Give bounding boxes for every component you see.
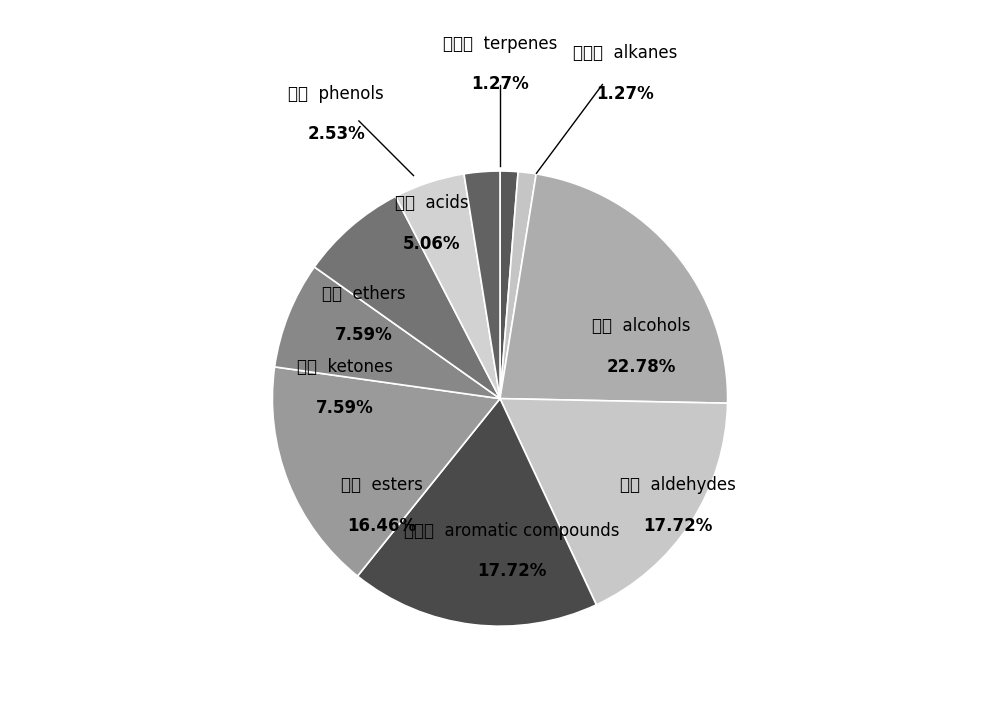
Text: 1.27%: 1.27% xyxy=(596,85,654,103)
Text: 酚类  phenols: 酚类 phenols xyxy=(288,85,384,103)
Text: 酸类  acids: 酸类 acids xyxy=(395,194,469,212)
Text: 醇类  alcohols: 醇类 alcohols xyxy=(592,317,690,335)
Wedge shape xyxy=(500,174,728,404)
Wedge shape xyxy=(358,399,596,626)
Text: 醜类  ethers: 醜类 ethers xyxy=(322,285,405,303)
Wedge shape xyxy=(314,196,500,399)
Wedge shape xyxy=(396,174,500,399)
Text: 5.06%: 5.06% xyxy=(403,235,460,252)
Text: 7.59%: 7.59% xyxy=(316,399,374,416)
Text: 2.53%: 2.53% xyxy=(307,125,365,143)
Text: 16.46%: 16.46% xyxy=(347,517,416,535)
Text: 17.72%: 17.72% xyxy=(643,517,712,535)
Wedge shape xyxy=(500,171,518,399)
Text: 17.72%: 17.72% xyxy=(477,563,546,580)
Text: 酯类  esters: 酯类 esters xyxy=(341,476,423,494)
Wedge shape xyxy=(464,171,500,399)
Text: 蒐烯类  terpenes: 蒐烯类 terpenes xyxy=(443,35,557,53)
Wedge shape xyxy=(500,399,728,605)
Wedge shape xyxy=(272,367,500,576)
Wedge shape xyxy=(500,172,536,399)
Text: 芳香类  aromatic compounds: 芳香类 aromatic compounds xyxy=(404,522,619,540)
Text: 锐类  ketones: 锐类 ketones xyxy=(297,358,393,376)
Wedge shape xyxy=(275,267,500,399)
Text: 7.59%: 7.59% xyxy=(335,326,392,344)
Text: 1.27%: 1.27% xyxy=(471,76,529,93)
Text: 醇类  aldehydes: 醇类 aldehydes xyxy=(620,476,735,494)
Text: 22.78%: 22.78% xyxy=(606,358,676,376)
Text: 烃烃类  alkanes: 烃烃类 alkanes xyxy=(573,43,677,62)
